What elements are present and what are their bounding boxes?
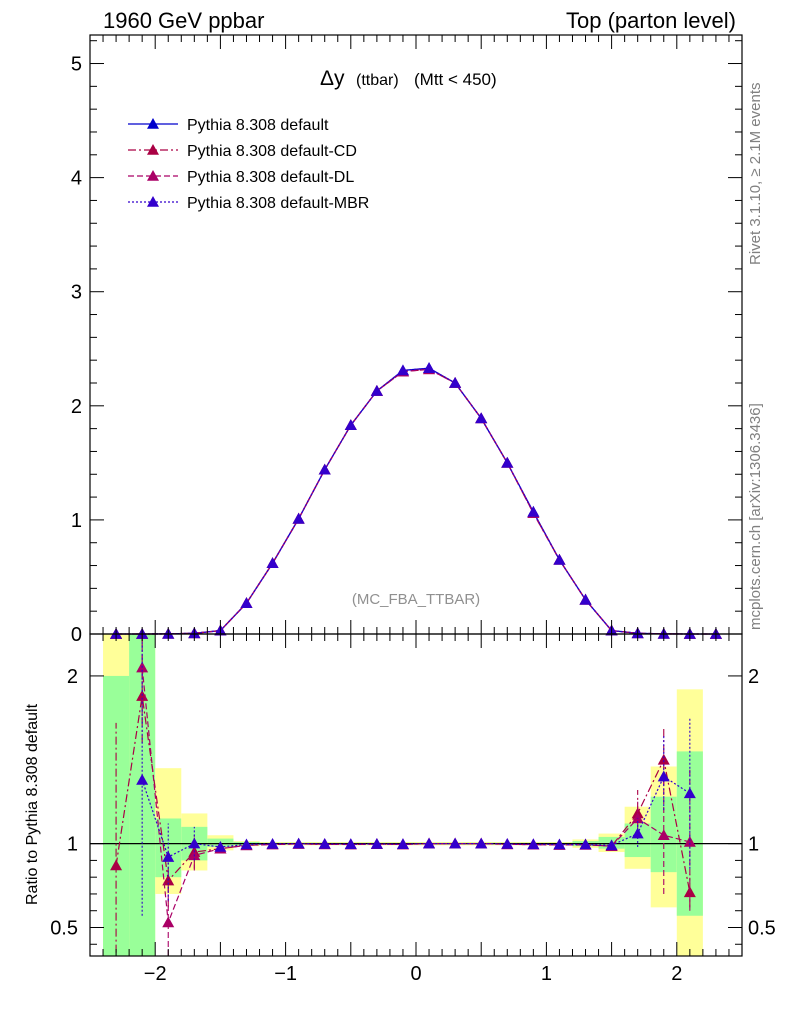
axes-group: −2 −1 0 1 2 0 1 2 3 4 5 0.5 0.5 1 1 2 2 [50, 34, 776, 985]
data-point [370, 384, 383, 396]
data-point [579, 593, 592, 605]
legend-label: Pythia 8.308 default-DL [187, 169, 354, 186]
ratio-uncertainty-bands [90, 634, 742, 956]
ratio-frame [89, 633, 743, 957]
ratio-ylabel: Ratio to Pythia 8.308 default [24, 703, 41, 905]
x-tick-label: 1 [541, 963, 552, 985]
ratio-y-tick-label: 2 [67, 666, 78, 688]
ratio-series-pythia-8-308-default-mbr [136, 642, 696, 916]
legend-label: Pythia 8.308 default [187, 117, 329, 134]
ratio-point [188, 837, 201, 849]
data-point [501, 456, 514, 468]
ratio-point [553, 838, 566, 850]
legend-marker [147, 196, 159, 207]
plot-title-sub: (ttbar) [356, 72, 399, 89]
data-point [475, 412, 488, 424]
ratio-point [657, 753, 670, 765]
data-point [449, 376, 462, 388]
ratio-series-pythia-8-308-default-cd [110, 634, 696, 953]
watermark: (MC_FBA_TTBAR) [352, 591, 480, 608]
legend: Pythia 8.308 default Pythia 8.308 default… [128, 117, 369, 212]
x-tick-label: 2 [671, 963, 682, 985]
ratio-point [110, 859, 123, 871]
ratio-point [501, 837, 514, 849]
ratio-point [344, 838, 357, 849]
ratio-point [657, 829, 670, 841]
ratio-point [162, 916, 175, 928]
x-tick-label: −2 [144, 963, 167, 985]
header-right: Top (parton level) [566, 8, 736, 33]
ratio-point [266, 837, 279, 849]
ratio-point [214, 840, 227, 852]
ratio-line [141, 775, 691, 858]
ratio-point [292, 837, 305, 849]
legend-marker [147, 170, 159, 181]
mcplots-label: mcplots.cern.ch [arXiv:1306.3436] [747, 403, 764, 630]
ratio-point [136, 773, 149, 785]
data-point [292, 512, 305, 524]
data-point [396, 364, 409, 376]
x-tick-label: −1 [274, 963, 297, 985]
ratio-point [683, 787, 696, 799]
ratio-point [240, 838, 253, 850]
legend-marker [147, 144, 159, 155]
ratio-point [396, 838, 409, 849]
plot-title: Δy (ttbar) (Mtt < 450) [320, 67, 497, 90]
ratio-y-tick-label-right: 1 [748, 834, 759, 856]
ratio-point [162, 851, 175, 862]
ratio-line [141, 667, 690, 923]
ratio-point [449, 837, 462, 849]
data-point [240, 597, 253, 608]
data-point [527, 505, 540, 517]
y-tick-label: 3 [71, 282, 82, 304]
ratio-series-group [110, 634, 696, 956]
y-tick-label: 5 [71, 54, 82, 76]
legend-label: Pythia 8.308 default-MBR [187, 195, 369, 212]
rivet-version-label: Rivet 3.1.10, ≥ 2.1M events [747, 83, 764, 266]
y-tick-label: 0 [71, 624, 82, 646]
ratio-point [631, 812, 644, 824]
data-point [553, 553, 566, 565]
y-tick-label: 1 [71, 510, 82, 532]
ratio-y-tick-label-right: 0.5 [748, 917, 776, 939]
ratio-point [370, 837, 383, 849]
ratio-point [631, 827, 644, 839]
ratio-point [527, 838, 540, 850]
ratio-point [579, 838, 592, 850]
ratio-point [657, 770, 670, 782]
data-point [266, 557, 279, 569]
data-point [344, 419, 357, 431]
x-tick-label: 0 [410, 963, 421, 985]
ratio-point [318, 837, 331, 849]
ratio-point [423, 837, 436, 849]
main-series-group [110, 362, 722, 639]
ratio-point [605, 839, 618, 851]
y-tick-label: 4 [71, 168, 82, 190]
data-point [423, 362, 436, 373]
ratio-y-tick-label: 0.5 [50, 917, 78, 939]
plot-title-main: Δy [320, 67, 345, 90]
legend-marker [147, 118, 159, 129]
series-pythia-8-308-default-mbr [110, 362, 722, 639]
header-left: 1960 GeV ppbar [103, 8, 264, 33]
legend-label: Pythia 8.308 default-CD [187, 143, 357, 160]
ratio-series-pythia-8-308-default-dl [136, 634, 696, 956]
ratio-point [683, 835, 696, 847]
ratio-y-tick-label-right: 2 [748, 666, 759, 688]
series-line [116, 367, 716, 635]
data-point [318, 463, 331, 475]
plot-title-cut: (Mtt < 450) [414, 70, 497, 89]
ratio-point [475, 837, 488, 849]
ratio-y-tick-label: 1 [67, 834, 78, 856]
y-tick-label: 2 [71, 396, 82, 418]
